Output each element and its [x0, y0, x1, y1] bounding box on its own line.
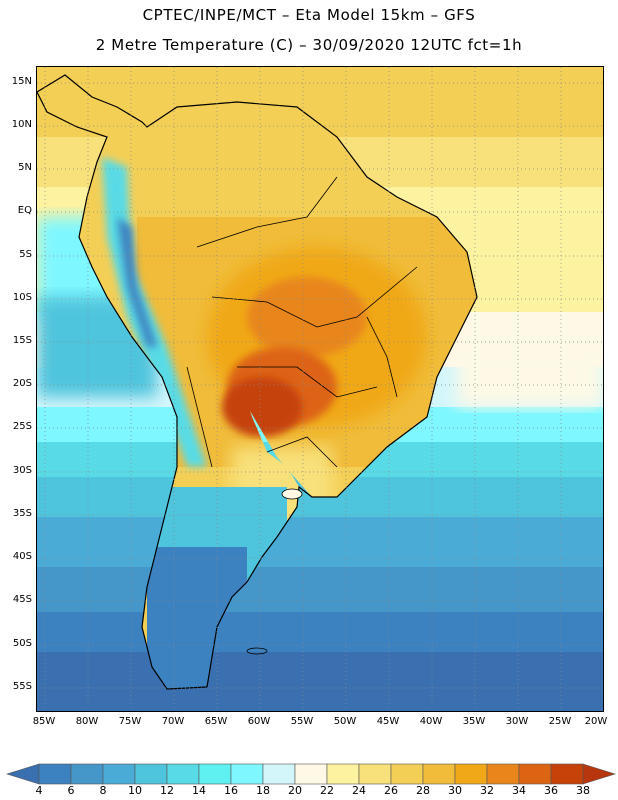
- colorbar-label: 26: [384, 784, 398, 797]
- lat-tick-label: 5N: [18, 162, 32, 173]
- colorbar-swatch: [198, 763, 232, 785]
- colorbar-label: 6: [67, 784, 75, 797]
- chart-title-variable: 2 Metre Temperature (C) – 30/09/2020 12U…: [95, 36, 523, 54]
- colorbar-label: 24: [352, 784, 366, 797]
- colorbar-swatch: [486, 763, 520, 785]
- colorbar-label: 20: [288, 784, 302, 797]
- lon-tick-label: 75W: [118, 716, 142, 727]
- colorbar-label: 4: [35, 784, 43, 797]
- lat-tick-label: 55S: [12, 681, 32, 692]
- lat-tick-label: 10S: [12, 292, 32, 303]
- colorbar-label: 34: [512, 784, 526, 797]
- lat-tick-label: 40S: [12, 551, 32, 562]
- colorbar-label: 18: [256, 784, 270, 797]
- temperature-map: [36, 66, 604, 712]
- lon-tick-label: 80W: [75, 716, 99, 727]
- lon-tick-label: 20W: [584, 716, 608, 727]
- colorbar-swatch: [422, 763, 456, 785]
- colorbar-swatch: [454, 763, 488, 785]
- colorbar-swatch: [134, 763, 168, 785]
- lat-tick-label: EQ: [17, 205, 32, 216]
- colorbar-label: 28: [416, 784, 430, 797]
- colorbar-label: 32: [480, 784, 494, 797]
- colorbar-swatch: [294, 763, 328, 785]
- lon-tick-label: 65W: [204, 716, 228, 727]
- lon-tick-label: 40W: [419, 716, 443, 727]
- colorbar-arrow-low: [5, 763, 40, 785]
- colorbar-label: 38: [576, 784, 590, 797]
- colorbar-swatch: [262, 763, 296, 785]
- lat-tick-label: 20S: [12, 378, 32, 389]
- colorbar-arrow-high: [582, 763, 617, 785]
- colorbar-swatch: [518, 763, 552, 785]
- lat-tick-label: 15N: [11, 76, 32, 87]
- lon-tick-label: 35W: [462, 716, 486, 727]
- colorbar-swatch: [166, 763, 200, 785]
- colorbar-label: 8: [99, 784, 107, 797]
- lat-tick-label: 35S: [12, 508, 32, 519]
- lon-tick-label: 70W: [161, 716, 185, 727]
- colorbar-swatch: [326, 763, 360, 785]
- colorbar-swatch: [102, 763, 136, 785]
- colorbar-label: 14: [192, 784, 206, 797]
- lon-tick-label: 25W: [548, 716, 572, 727]
- lat-tick-label: 10N: [11, 119, 32, 130]
- lat-tick-label: 50S: [12, 638, 32, 649]
- colorbar-swatch: [550, 763, 584, 785]
- lon-tick-label: 85W: [32, 716, 56, 727]
- lat-tick-label: 5S: [19, 249, 32, 260]
- lat-tick-label: 15S: [12, 335, 32, 346]
- lon-tick-label: 30W: [505, 716, 529, 727]
- colorbar-label: 12: [160, 784, 174, 797]
- colorbar: [5, 763, 617, 785]
- lat-tick-label: 25S: [12, 421, 32, 432]
- lon-tick-label: 60W: [247, 716, 271, 727]
- lon-tick-label: 45W: [376, 716, 400, 727]
- colorbar-swatch: [230, 763, 264, 785]
- map-canvas: [37, 67, 603, 711]
- lon-tick-label: 50W: [333, 716, 357, 727]
- colorbar-swatch: [70, 763, 104, 785]
- lat-tick-label: 45S: [12, 594, 32, 605]
- colorbar-swatch: [38, 763, 72, 785]
- colorbar-label: 22: [320, 784, 334, 797]
- lon-tick-label: 55W: [290, 716, 314, 727]
- colorbar-label: 30: [448, 784, 462, 797]
- colorbar-swatch: [358, 763, 392, 785]
- colorbar-swatch: [390, 763, 424, 785]
- colorbar-label: 16: [224, 784, 238, 797]
- chart-title-model: CPTEC/INPE/MCT – Eta Model 15km – GFS: [142, 6, 476, 24]
- colorbar-label: 36: [544, 784, 558, 797]
- colorbar-label: 10: [128, 784, 142, 797]
- lat-tick-label: 30S: [12, 465, 32, 476]
